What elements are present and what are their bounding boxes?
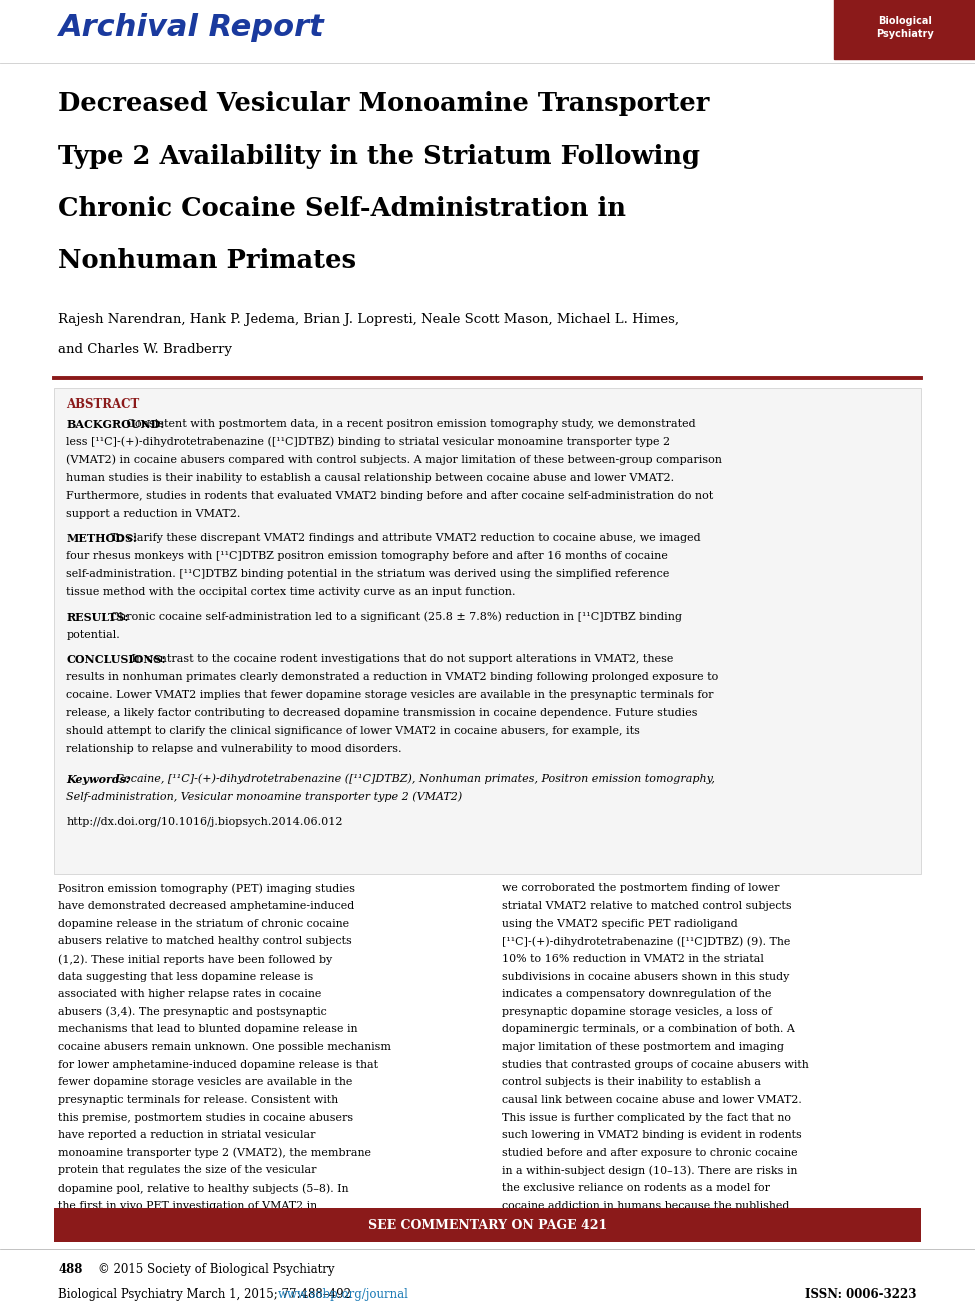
Text: METHODS:: METHODS: <box>66 534 137 544</box>
Text: Decreased Vesicular Monoamine Transporter: Decreased Vesicular Monoamine Transporte… <box>58 91 710 116</box>
Text: Positron emission tomography (PET) imaging studies: Positron emission tomography (PET) imagi… <box>58 883 356 894</box>
Text: basic science and clinical imaging literature in this: basic science and clinical imaging liter… <box>502 1219 787 1228</box>
Text: and Charles W. Bradberry: and Charles W. Bradberry <box>58 343 232 356</box>
Text: fewer dopamine storage vesicles are available in the: fewer dopamine storage vesicles are avai… <box>58 1078 353 1087</box>
Text: recently abstinent cocaine abusers,: recently abstinent cocaine abusers, <box>58 1219 256 1228</box>
FancyBboxPatch shape <box>834 0 975 59</box>
Text: associated with higher relapse rates in cocaine: associated with higher relapse rates in … <box>58 989 322 1000</box>
Text: studied before and after exposure to chronic cocaine: studied before and after exposure to chr… <box>502 1148 798 1158</box>
FancyBboxPatch shape <box>54 1208 921 1242</box>
Text: Chronic cocaine self-administration led to a significant (25.8 ± 7.8%) reduction: Chronic cocaine self-administration led … <box>107 612 682 622</box>
Text: such lowering in VMAT2 binding is evident in rodents: such lowering in VMAT2 binding is eviden… <box>502 1130 801 1141</box>
Text: using the VMAT2 specific PET radioligand: using the VMAT2 specific PET radioligand <box>502 919 738 929</box>
Text: (VMAT2) in cocaine abusers compared with control subjects. A major limitation of: (VMAT2) in cocaine abusers compared with… <box>66 455 722 466</box>
Text: dopamine release in the striatum of chronic cocaine: dopamine release in the striatum of chro… <box>58 919 350 929</box>
Text: release, a likely factor contributing to decreased dopamine transmission in coca: release, a likely factor contributing to… <box>66 707 698 718</box>
Text: abusers (3,4). The presynaptic and postsynaptic: abusers (3,4). The presynaptic and posts… <box>58 1007 328 1018</box>
Text: the first in vivo PET investigation of VMAT2 in: the first in vivo PET investigation of V… <box>58 1201 318 1211</box>
Text: BACKGROUND:: BACKGROUND: <box>66 419 165 429</box>
Text: RESULTS:: RESULTS: <box>66 612 129 622</box>
Text: In contrast to the cocaine rodent investigations that do not support alterations: In contrast to the cocaine rodent invest… <box>128 654 673 664</box>
Text: should attempt to clarify the clinical significance of lower VMAT2 in cocaine ab: should attempt to clarify the clinical s… <box>66 726 641 736</box>
Text: less [¹¹C]-(+)-dihydrotetrabenazine ([¹¹C]DTBZ) binding to striatal vesicular mo: less [¹¹C]-(+)-dihydrotetrabenazine ([¹¹… <box>66 437 671 448</box>
Text: 488: 488 <box>58 1263 83 1276</box>
Text: Nonhuman Primates: Nonhuman Primates <box>58 248 357 273</box>
Text: tissue method with the occipital cortex time activity curve as an input function: tissue method with the occipital cortex … <box>66 587 516 598</box>
Text: dopaminergic terminals, or a combination of both. A: dopaminergic terminals, or a combination… <box>502 1024 795 1035</box>
Text: Archival Report: Archival Report <box>58 13 325 42</box>
Text: monoamine transporter type 2 (VMAT2), the membrane: monoamine transporter type 2 (VMAT2), th… <box>58 1148 371 1159</box>
Text: causal link between cocaine abuse and lower VMAT2.: causal link between cocaine abuse and lo… <box>502 1095 801 1105</box>
Text: abusers relative to matched healthy control subjects: abusers relative to matched healthy cont… <box>58 937 352 946</box>
Text: Rajesh Narendran, Hank P. Jedema, Brian J. Lopresti, Neale Scott Mason, Michael : Rajesh Narendran, Hank P. Jedema, Brian … <box>58 313 680 326</box>
Text: http://dx.doi.org/10.1016/j.biopsych.2014.06.012: http://dx.doi.org/10.1016/j.biopsych.201… <box>66 817 343 827</box>
Text: the exclusive reliance on rodents as a model for: the exclusive reliance on rodents as a m… <box>502 1182 770 1193</box>
Text: four rhesus monkeys with [¹¹C]DTBZ positron emission tomography before and after: four rhesus monkeys with [¹¹C]DTBZ posit… <box>66 551 668 561</box>
Text: striatal VMAT2 relative to matched control subjects: striatal VMAT2 relative to matched contr… <box>502 900 792 911</box>
Text: self-administration. [¹¹C]DTBZ binding potential in the striatum was derived usi: self-administration. [¹¹C]DTBZ binding p… <box>66 569 670 579</box>
Text: Biological
Psychiatry: Biological Psychiatry <box>876 16 934 39</box>
Text: cocaine. Lower VMAT2 implies that fewer dopamine storage vesicles are available : cocaine. Lower VMAT2 implies that fewer … <box>66 690 714 699</box>
Text: CONCLUSIONS:: CONCLUSIONS: <box>66 654 166 666</box>
Text: Chronic Cocaine Self-Administration in: Chronic Cocaine Self-Administration in <box>58 196 627 221</box>
Text: indicates a compensatory downregulation of the: indicates a compensatory downregulation … <box>502 989 771 1000</box>
Text: presynaptic terminals for release. Consistent with: presynaptic terminals for release. Consi… <box>58 1095 338 1105</box>
Text: cocaine abusers remain unknown. One possible mechanism: cocaine abusers remain unknown. One poss… <box>58 1041 392 1052</box>
Text: ABSTRACT: ABSTRACT <box>66 398 139 411</box>
Text: Furthermore, studies in rodents that evaluated VMAT2 binding before and after co: Furthermore, studies in rodents that eva… <box>66 491 714 501</box>
Text: this premise, postmortem studies in cocaine abusers: this premise, postmortem studies in coca… <box>58 1112 354 1122</box>
Text: Consistent with postmortem data, in a recent positron emission tomography study,: Consistent with postmortem data, in a re… <box>123 419 695 429</box>
Text: Biological Psychiatry March 1, 2015; 77:488–492: Biological Psychiatry March 1, 2015; 77:… <box>58 1288 355 1301</box>
Text: Cocaine, [¹¹C]-(+)-dihydrotetrabenazine ([¹¹C]DTBZ), Nonhuman primates, Positron: Cocaine, [¹¹C]-(+)-dihydrotetrabenazine … <box>112 774 716 784</box>
Text: Keywords:: Keywords: <box>66 774 131 784</box>
Text: SEE COMMENTARY ON PAGE 421: SEE COMMENTARY ON PAGE 421 <box>368 1219 607 1232</box>
Text: To clarify these discrepant VMAT2 findings and attribute VMAT2 reduction to coca: To clarify these discrepant VMAT2 findin… <box>107 534 701 543</box>
Text: studies that contrasted groups of cocaine abusers with: studies that contrasted groups of cocain… <box>502 1060 809 1070</box>
Text: [¹¹C]-(+)-dihydrotetrabenazine ([¹¹C]DTBZ) (9). The: [¹¹C]-(+)-dihydrotetrabenazine ([¹¹C]DTB… <box>502 937 791 947</box>
Text: www.sobp.org/journal: www.sobp.org/journal <box>278 1288 409 1301</box>
Text: data suggesting that less dopamine release is: data suggesting that less dopamine relea… <box>58 971 314 981</box>
FancyBboxPatch shape <box>54 388 921 874</box>
Text: presynaptic dopamine storage vesicles, a loss of: presynaptic dopamine storage vesicles, a… <box>502 1007 772 1017</box>
Text: dopamine pool, relative to healthy subjects (5–8). In: dopamine pool, relative to healthy subje… <box>58 1182 349 1194</box>
Text: in a within-subject design (10–13). There are risks in: in a within-subject design (10–13). Ther… <box>502 1165 798 1176</box>
Text: we corroborated the postmortem finding of lower: we corroborated the postmortem finding o… <box>502 883 780 894</box>
Text: cocaine addiction in humans because the published: cocaine addiction in humans because the … <box>502 1201 790 1211</box>
Text: mechanisms that lead to blunted dopamine release in: mechanisms that lead to blunted dopamine… <box>58 1024 358 1035</box>
Text: Self-administration, Vesicular monoamine transporter type 2 (VMAT2): Self-administration, Vesicular monoamine… <box>66 792 462 803</box>
Text: control subjects is their inability to establish a: control subjects is their inability to e… <box>502 1078 761 1087</box>
Text: relationship to relapse and vulnerability to mood disorders.: relationship to relapse and vulnerabilit… <box>66 744 402 754</box>
Text: protein that regulates the size of the vesicular: protein that regulates the size of the v… <box>58 1165 317 1176</box>
Text: potential.: potential. <box>66 629 120 639</box>
Text: for lower amphetamine-induced dopamine release is that: for lower amphetamine-induced dopamine r… <box>58 1060 378 1070</box>
Text: 10% to 16% reduction in VMAT2 in the striatal: 10% to 16% reduction in VMAT2 in the str… <box>502 954 764 964</box>
Text: Type 2 Availability in the Striatum Following: Type 2 Availability in the Striatum Foll… <box>58 144 700 168</box>
Text: This issue is further complicated by the fact that no: This issue is further complicated by the… <box>502 1112 791 1122</box>
Text: major limitation of these postmortem and imaging: major limitation of these postmortem and… <box>502 1041 784 1052</box>
Text: subdivisions in cocaine abusers shown in this study: subdivisions in cocaine abusers shown in… <box>502 971 790 981</box>
Text: ISSN: 0006-3223: ISSN: 0006-3223 <box>805 1288 916 1301</box>
Text: have reported a reduction in striatal vesicular: have reported a reduction in striatal ve… <box>58 1130 316 1141</box>
Text: support a reduction in VMAT2.: support a reduction in VMAT2. <box>66 509 241 519</box>
Text: © 2015 Society of Biological Psychiatry: © 2015 Society of Biological Psychiatry <box>98 1263 334 1276</box>
Text: human studies is their inability to establish a causal relationship between coca: human studies is their inability to esta… <box>66 472 675 483</box>
Text: results in nonhuman primates clearly demonstrated a reduction in VMAT2 binding f: results in nonhuman primates clearly dem… <box>66 672 719 683</box>
Text: (1,2). These initial reports have been followed by: (1,2). These initial reports have been f… <box>58 954 332 964</box>
Text: have demonstrated decreased amphetamine-induced: have demonstrated decreased amphetamine-… <box>58 900 355 911</box>
